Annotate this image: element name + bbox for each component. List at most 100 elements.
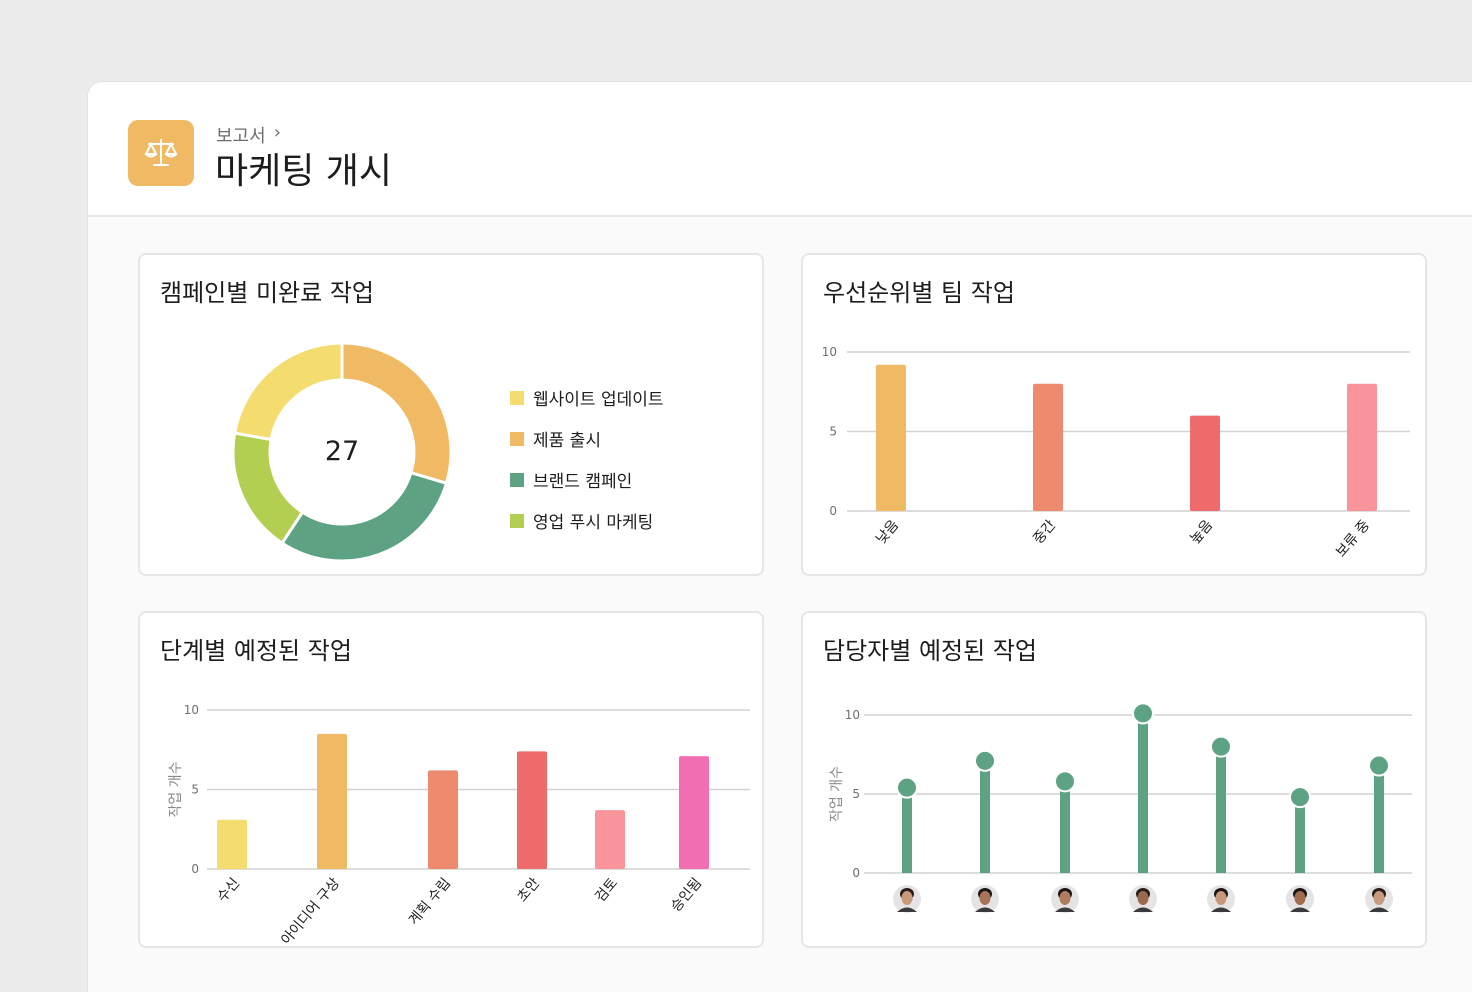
legend-label: 제품 출시 — [533, 431, 601, 451]
legend-item: 웹사이트 업데이트 — [510, 377, 664, 418]
avatar[interactable] — [1365, 885, 1393, 913]
avatar-shoulders — [1290, 907, 1310, 912]
bar — [428, 770, 458, 869]
priority-bar-chart: 0 5 10 낮음 중간 높음 보류 중 — [822, 345, 1410, 561]
legend-label: 영업 푸시 마케팅 — [533, 513, 654, 533]
panel-assignee: 담당자별 예정된 작업 0 5 10 작업 개수 — [801, 611, 1427, 948]
chevron-right-icon: › — [273, 122, 281, 143]
y-tick-label: 5 — [852, 787, 860, 801]
lollipop-dot — [896, 776, 918, 799]
report-header: 보고서 › 마케팅 개시 — [88, 82, 1472, 217]
breadcrumb[interactable]: 보고서 › — [216, 122, 281, 148]
panel-title: 캠페인별 미완료 작업 — [160, 279, 374, 307]
donut-chart: 27 — [231, 341, 453, 563]
breadcrumb-reports[interactable]: 보고서 — [216, 126, 266, 147]
panel-priority: 우선순위별 팀 작업 0 5 10 낮음 중간 높음 보류 중 — [801, 253, 1427, 576]
avatar[interactable] — [971, 885, 999, 913]
lollipop-dot — [1210, 735, 1232, 758]
avatar-face — [1373, 891, 1385, 905]
legend-swatch — [510, 390, 524, 405]
y-tick-label: 0 — [852, 866, 860, 880]
avatar-shoulders — [1133, 907, 1153, 912]
avatar-shoulders — [1369, 907, 1389, 912]
avatar[interactable] — [1286, 885, 1314, 913]
x-tick-label: 초안 — [514, 875, 543, 905]
y-tick-label: 10 — [184, 703, 199, 717]
avatar-face — [1137, 891, 1149, 905]
x-tick-label: 계획 수립 — [406, 875, 454, 928]
lollipop-stem — [1216, 746, 1226, 873]
x-tick-label: 수신 — [214, 875, 243, 905]
page-title: 마케팅 개시 — [215, 151, 393, 192]
legend-item: 제품 출시 — [510, 418, 664, 459]
panel-title: 담당자별 예정된 작업 — [823, 637, 1037, 665]
lollipop-stem — [980, 760, 990, 873]
y-tick-label: 5 — [829, 425, 837, 439]
legend-swatch — [510, 431, 524, 446]
legend-swatch — [510, 472, 524, 487]
avatar-face — [1059, 891, 1071, 905]
lollipop-stem — [1060, 781, 1070, 873]
avatar[interactable] — [1207, 885, 1235, 913]
bar — [876, 364, 906, 511]
avatar[interactable] — [1129, 885, 1157, 913]
donut-slice — [232, 341, 344, 442]
x-tick-label: 아이디어 구상 — [278, 875, 343, 948]
y-tick-label: 0 — [829, 504, 837, 518]
donut-total: 27 — [325, 436, 359, 467]
scale-icon — [128, 120, 194, 186]
bar — [1190, 415, 1220, 511]
legend-label: 웹사이트 업데이트 — [533, 390, 664, 410]
y-axis-title: 작업 개수 — [168, 761, 184, 817]
legend-item: 브랜드 캠페인 — [510, 459, 664, 500]
lollipop-dot — [1289, 786, 1311, 809]
bar — [517, 751, 547, 869]
avatar-shoulders — [1211, 907, 1231, 912]
avatar[interactable] — [893, 885, 921, 913]
donut-slice — [280, 470, 449, 563]
donut-slice — [231, 431, 305, 546]
y-tick-label: 5 — [191, 783, 199, 797]
lollipop-stem — [1374, 765, 1384, 873]
lollipop-stem — [1138, 713, 1148, 873]
avatar-shoulders — [1055, 907, 1075, 912]
bar — [317, 733, 347, 869]
x-tick-label: 승인됨 — [668, 875, 705, 915]
lollipop-dot — [1132, 702, 1154, 725]
legend-item: 영업 푸시 마케팅 — [510, 500, 664, 541]
avatar-face — [901, 891, 913, 905]
lollipop-dot — [974, 749, 996, 772]
x-tick-label: 중간 — [1030, 517, 1059, 547]
bar — [1347, 383, 1377, 511]
bar — [679, 756, 709, 869]
legend-swatch — [510, 513, 524, 528]
lollipop-dot — [1368, 754, 1390, 777]
x-tick-label: 검토 — [592, 875, 621, 905]
x-tick-label: 낮음 — [873, 517, 902, 547]
y-tick-label: 0 — [191, 862, 199, 876]
y-axis-title: 작업 개수 — [829, 766, 845, 822]
avatar-face — [1294, 891, 1306, 905]
lollipop-stem — [1295, 797, 1305, 873]
lollipop-dot — [1054, 770, 1076, 793]
avatar-shoulders — [975, 907, 995, 912]
panel-title: 우선순위별 팀 작업 — [823, 279, 1015, 307]
bar — [217, 819, 247, 869]
legend-label: 브랜드 캠페인 — [533, 472, 633, 492]
bar — [595, 810, 625, 869]
avatar-face — [1215, 891, 1227, 905]
x-tick-label: 높음 — [1187, 517, 1216, 547]
lollipop-stem — [902, 787, 912, 873]
y-tick-label: 10 — [822, 345, 837, 359]
donut-slice — [340, 341, 453, 486]
avatar[interactable] — [1051, 885, 1079, 913]
y-tick-label: 10 — [845, 708, 860, 722]
bar — [1033, 383, 1063, 511]
avatar-face — [979, 891, 991, 905]
assignee-lollipop-chart: 0 5 10 작업 개수 — [829, 702, 1412, 913]
panel-title: 단계별 예정된 작업 — [160, 637, 352, 665]
